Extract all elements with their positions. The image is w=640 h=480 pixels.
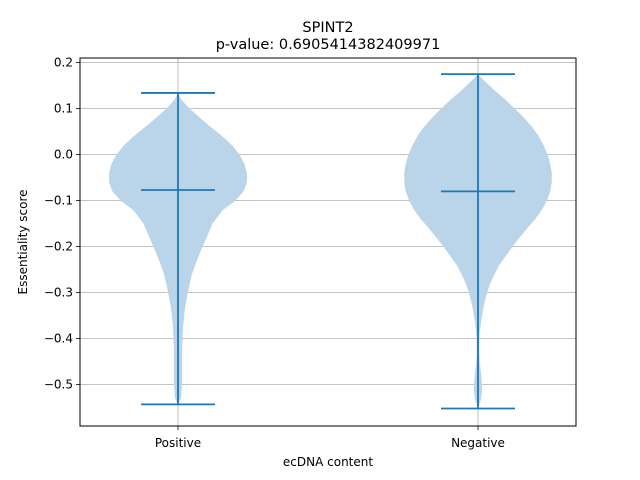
violin-bodies xyxy=(109,74,552,409)
y-tick-label: 0.0 xyxy=(54,148,73,162)
y-tick-label: −0.1 xyxy=(44,194,73,208)
violin-lines xyxy=(141,73,515,410)
x-axis-label: ecDNA content xyxy=(283,455,373,469)
y-tick-label: 0.1 xyxy=(54,102,73,116)
y-axis-ticks: 0.2 0.1 0.0 −0.1 −0.2 −0.3 −0.4 −0.5 xyxy=(44,56,80,392)
chart-title: SPINT2 xyxy=(302,20,353,36)
x-axis-ticks: Positive Negative xyxy=(155,426,505,450)
y-axis-label: Essentiality score xyxy=(16,190,30,295)
x-tick-label-negative: Negative xyxy=(451,436,505,450)
y-tick-label: −0.5 xyxy=(44,378,73,392)
x-tick-label-positive: Positive xyxy=(155,436,201,450)
chart-subtitle: p-value: 0.6905414382409971 xyxy=(216,37,441,53)
y-tick-label: 0.2 xyxy=(54,56,73,70)
y-tick-label: −0.2 xyxy=(44,240,73,254)
y-tick-label: −0.3 xyxy=(44,286,73,300)
y-tick-label: −0.4 xyxy=(44,332,73,346)
plot-frame xyxy=(79,57,577,427)
